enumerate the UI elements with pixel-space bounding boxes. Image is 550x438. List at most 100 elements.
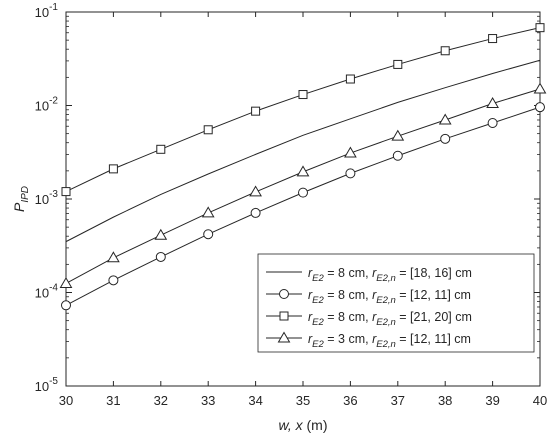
y-tick-label: 10-5 bbox=[35, 376, 59, 394]
data-point-square bbox=[535, 23, 545, 33]
y-tick-label-base: 10 bbox=[35, 286, 49, 301]
legend-label-part: E2,n bbox=[376, 317, 396, 328]
legend-label: rE2 = 8 cm, rE2,n = [18, 16] cm bbox=[308, 266, 472, 284]
data-point-square bbox=[251, 106, 261, 116]
legend-label-part: r bbox=[372, 266, 377, 280]
x-tick-label: 36 bbox=[343, 393, 357, 408]
x-tick-label: 35 bbox=[296, 393, 310, 408]
legend-box bbox=[257, 253, 535, 353]
data-point-square bbox=[203, 125, 213, 135]
data-point-square bbox=[345, 74, 355, 84]
x-tick-label: 32 bbox=[154, 393, 168, 408]
y-tick-label: 10-3 bbox=[35, 189, 59, 207]
legend-label-part: E2,n bbox=[376, 273, 396, 284]
data-point-circle bbox=[392, 150, 403, 161]
legend-label-part: r bbox=[372, 332, 377, 346]
x-axis-label-var: w, x bbox=[278, 417, 303, 433]
y-tick-label-exponent: -2 bbox=[49, 96, 58, 107]
y-tick-label-base: 10 bbox=[35, 99, 49, 114]
legend-label-part: = 3 cm, bbox=[324, 332, 372, 346]
legend-marker-circle bbox=[279, 289, 289, 299]
legend-label-part: E2 bbox=[312, 339, 324, 350]
x-tick-label: 38 bbox=[438, 393, 452, 408]
legend-label-part: = 8 cm, bbox=[324, 266, 372, 280]
data-point-triangle bbox=[533, 82, 547, 94]
data-point-triangle bbox=[344, 146, 357, 158]
y-tick-label-exponent: -5 bbox=[49, 376, 58, 387]
legend-label-part: = 8 cm, bbox=[324, 288, 372, 302]
data-point-triangle bbox=[154, 228, 168, 240]
legend-label-part: r bbox=[372, 288, 377, 302]
legend-label: rE2 = 8 cm, rE2,n = [12, 11] cm bbox=[308, 288, 471, 306]
x-axis-ticks: 30 31 32 33 34 35 36 37 38 39 40 bbox=[59, 12, 547, 408]
legend-label-part: r bbox=[308, 266, 313, 280]
data-point-triangle bbox=[59, 276, 73, 288]
legend-label-part: E2,n bbox=[376, 295, 396, 306]
legend-label-part: = [12, 11] cm bbox=[396, 288, 471, 302]
legend-label-part: = [12, 11] cm bbox=[396, 332, 471, 346]
y-tick-label: 10-1 bbox=[35, 2, 59, 20]
data-point-triangle bbox=[391, 129, 405, 141]
data-point-square bbox=[298, 90, 308, 100]
legend-label-part: r bbox=[308, 288, 313, 302]
legend-label-part: = 8 cm, bbox=[324, 310, 372, 324]
data-point-triangle bbox=[201, 206, 215, 218]
data-point-square bbox=[488, 34, 498, 44]
y-axis-label-var: P bbox=[11, 202, 27, 212]
data-point-circle bbox=[535, 102, 545, 113]
x-tick-label: 34 bbox=[248, 393, 262, 408]
x-tick-label: 39 bbox=[485, 393, 499, 408]
x-tick-label: 33 bbox=[201, 393, 215, 408]
legend-label-part: E2 bbox=[312, 295, 324, 306]
legend-label-part: E2 bbox=[312, 317, 324, 328]
data-point-circle bbox=[61, 300, 71, 311]
data-point-square bbox=[156, 144, 166, 154]
y-axis-ticks: 10-110-210-310-410-5 bbox=[35, 2, 540, 394]
data-point-circle bbox=[298, 187, 308, 198]
y-tick-label-base: 10 bbox=[35, 192, 49, 207]
legend-label: rE2 = 8 cm, rE2,n = [21, 20] cm bbox=[308, 310, 472, 328]
data-point-square bbox=[393, 59, 403, 69]
data-point-triangle bbox=[296, 165, 310, 177]
x-tick-label: 37 bbox=[391, 393, 405, 408]
x-tick-label: 30 bbox=[59, 393, 73, 408]
data-point-circle bbox=[203, 229, 214, 240]
y-tick-label-base: 10 bbox=[35, 379, 49, 394]
legend-label-part: E2,n bbox=[376, 339, 396, 350]
x-axis-label: w, x (m) bbox=[278, 417, 327, 433]
legend-marker-triangle bbox=[277, 331, 291, 343]
data-point-triangle bbox=[107, 251, 120, 263]
data-point-circle bbox=[250, 207, 261, 218]
y-axis-label-sub: IPD bbox=[20, 186, 31, 203]
data-point-square bbox=[108, 164, 118, 174]
data-point-triangle bbox=[249, 185, 262, 197]
legend-marker-square bbox=[279, 311, 289, 321]
y-tick-label-exponent: -1 bbox=[49, 2, 58, 13]
data-point-circle bbox=[345, 168, 356, 179]
legend-label-part: r bbox=[308, 310, 313, 324]
data-point-circle bbox=[108, 275, 119, 286]
data-point-circle bbox=[155, 251, 166, 262]
legend-label: rE2 = 3 cm, rE2,n = [12, 11] cm bbox=[308, 332, 471, 350]
x-axis-label-unit: (m) bbox=[303, 417, 328, 433]
y-axis-label: PIPD bbox=[11, 186, 31, 212]
data-point-triangle bbox=[486, 97, 499, 109]
data-point-square bbox=[61, 187, 71, 197]
y-tick-label-exponent: -3 bbox=[49, 189, 58, 200]
data-point-triangle bbox=[438, 113, 452, 125]
legend-label-part: E2 bbox=[312, 273, 324, 284]
legend-label-part: = [21, 20] cm bbox=[396, 310, 472, 324]
data-point-circle bbox=[440, 133, 451, 144]
y-tick-label: 10-4 bbox=[35, 283, 59, 301]
series-markers bbox=[59, 23, 547, 311]
y-tick-label-exponent: -4 bbox=[49, 283, 58, 294]
legend-label-part: = [18, 16] cm bbox=[396, 266, 472, 280]
y-tick-label-base: 10 bbox=[35, 5, 49, 20]
x-tick-label: 40 bbox=[533, 393, 547, 408]
data-point-square bbox=[440, 46, 450, 56]
data-point-circle bbox=[487, 117, 498, 128]
x-tick-label: 31 bbox=[106, 393, 120, 408]
legend-label-part: r bbox=[308, 332, 313, 346]
